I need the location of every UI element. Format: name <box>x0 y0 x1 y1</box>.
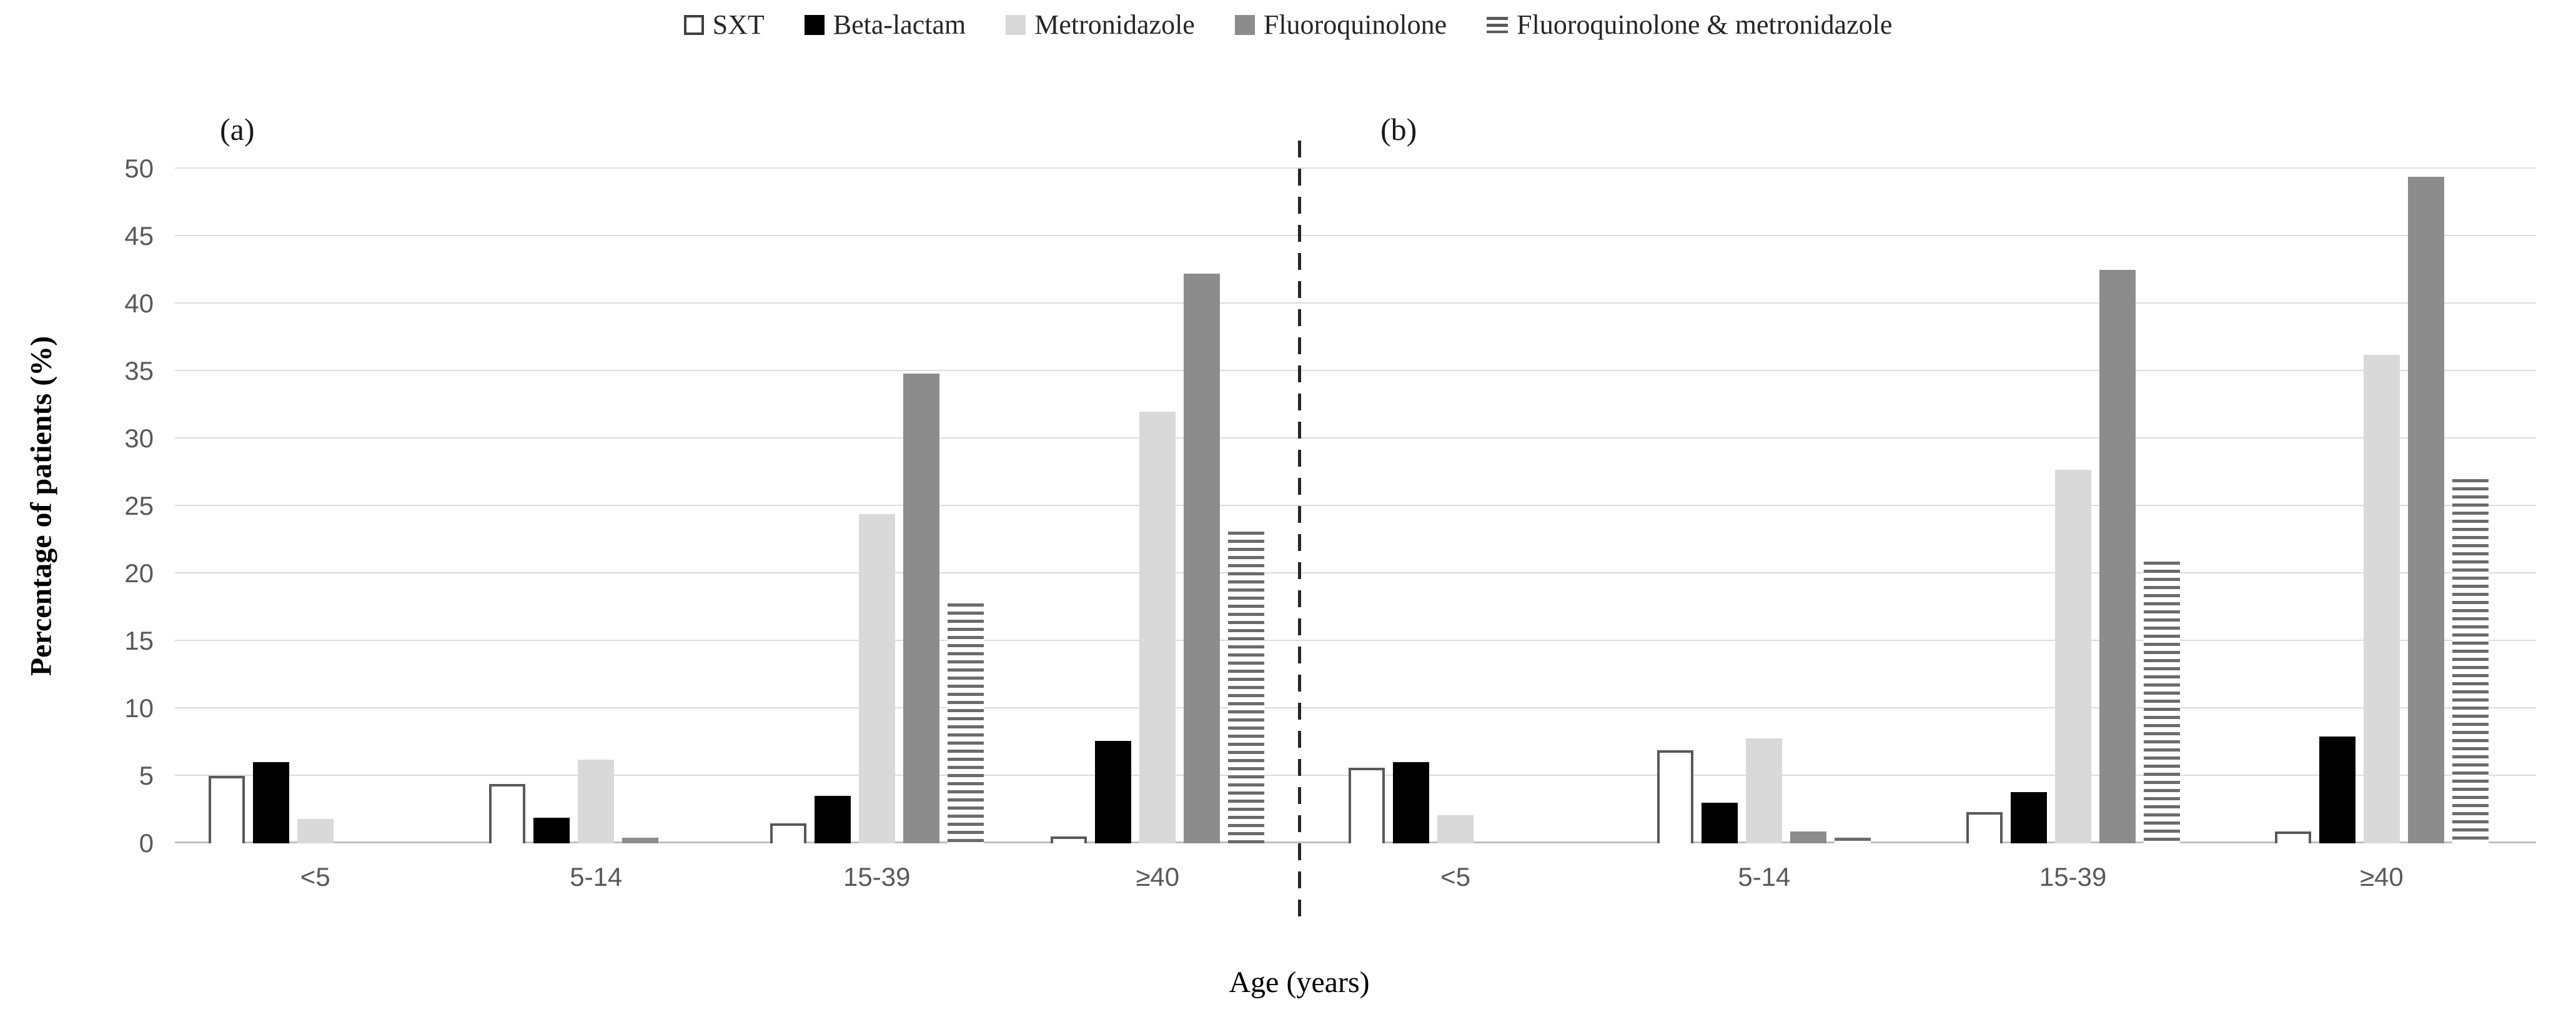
bar-group-≥40: ≥40 <box>1051 169 1265 891</box>
bar-sxt <box>1966 812 2003 843</box>
bar-group-5-14: 5-14 <box>1657 169 1871 891</box>
bar-metro <box>2054 469 2091 843</box>
y-axis-title: Percentage of patients (%) <box>24 335 58 677</box>
metronidazole-swatch-icon <box>1006 14 1026 35</box>
gridline-30 <box>175 437 2536 439</box>
gridline-40 <box>175 302 2536 304</box>
bar-fq <box>903 374 939 843</box>
bar-group-15-39: 15-39 <box>1966 169 2180 891</box>
gridline-25 <box>175 505 2536 506</box>
bar-metro <box>1139 411 1176 843</box>
bar-sxt <box>770 823 806 843</box>
fluoroquinolone-swatch-icon <box>1234 14 1255 35</box>
y-tick-label-20: 20 <box>124 558 154 588</box>
gridline-20 <box>175 572 2536 573</box>
y-tick-label-50: 50 <box>124 154 154 183</box>
legend-item-sxt: SXT <box>683 9 765 41</box>
x-tick-label: <5 <box>1440 862 1471 891</box>
legend-item-metronidazole: Metronidazole <box>1006 9 1195 41</box>
gridline-15 <box>175 640 2536 641</box>
legend-label: Fluoroquinolone <box>1263 9 1447 40</box>
bar-beta <box>814 796 851 843</box>
panel-b-label: (b) <box>1380 112 1417 147</box>
legend-label: Metronidazole <box>1034 9 1195 40</box>
gridline-35 <box>175 370 2536 371</box>
bar-beta <box>1095 740 1132 843</box>
bar-sxt <box>1657 750 1694 843</box>
fluoroquinolone-metronidazole-swatch-icon <box>1487 16 1508 33</box>
x-tick-label: 15-39 <box>2039 862 2107 891</box>
x-tick-label: ≥40 <box>1136 862 1180 891</box>
bar-fq <box>1184 274 1221 843</box>
bar-metro <box>1437 815 1474 843</box>
beta-lactam-swatch-icon <box>804 14 825 35</box>
bar-beta <box>2319 737 2356 843</box>
bar-metro <box>297 819 334 843</box>
bar-fq <box>622 838 659 843</box>
y-tick-label-0: 0 <box>139 828 154 858</box>
bar-sxt <box>1051 836 1087 843</box>
y-tick-label-25: 25 <box>124 491 154 520</box>
bar-group-≥40: ≥40 <box>2274 169 2489 891</box>
sxt-swatch-icon <box>683 14 704 35</box>
y-tick-label-30: 30 <box>124 424 154 453</box>
bar-beta <box>1393 762 1430 843</box>
bar-fqm <box>1835 838 1871 843</box>
bar-fq <box>1790 831 1827 843</box>
bar-fqm <box>2143 561 2180 843</box>
x-tick-label: <5 <box>300 862 330 891</box>
gridline-45 <box>175 235 2536 236</box>
x-tick-label: 5-14 <box>570 862 623 891</box>
bar-fqm <box>1228 532 1265 843</box>
bar-fqm <box>947 603 984 843</box>
bar-metro <box>2363 355 2400 843</box>
bar-beta <box>1702 803 1738 843</box>
panel-a: <5 5-14 15-39 ≥40 <box>175 169 1298 891</box>
bar-group-<5: <5 <box>208 169 422 891</box>
y-tick-label-15: 15 <box>124 626 154 655</box>
panel-divider-dashed-line <box>1298 141 1301 918</box>
bar-group-<5: <5 <box>1349 169 1562 891</box>
plot-area: 0 5 10 15 20 25 30 35 40 45 50 (a) (b) <5 5-14 15-39… <box>124 112 2536 918</box>
panel-b: <5 5-14 15-39 ≥40 <box>1301 169 2536 891</box>
y-tick-label-35: 35 <box>124 356 154 385</box>
legend-label: Fluoroquinolone & metronidazole <box>1517 9 1893 40</box>
bar-metro <box>858 514 895 843</box>
bar-fqm <box>2452 479 2489 843</box>
bar-metro <box>1746 738 1783 843</box>
bar-sxt <box>489 783 526 843</box>
bar-group-5-14: 5-14 <box>489 169 703 891</box>
legend-item-fluoroquinolone-metronidazole: Fluoroquinolone & metronidazole <box>1487 9 1892 41</box>
gridline-50 <box>175 167 2536 169</box>
x-tick-label: 15-39 <box>843 862 911 891</box>
gridline-10 <box>175 707 2536 708</box>
bar-beta <box>252 762 289 843</box>
x-tick-label: 5-14 <box>1738 862 1791 891</box>
legend-label: Beta-lactam <box>833 9 966 40</box>
legend-label: SXT <box>712 9 765 40</box>
y-tick-label-45: 45 <box>124 221 154 251</box>
bar-sxt <box>1349 768 1385 843</box>
bar-sxt <box>208 776 245 843</box>
legend-item-beta-lactam: Beta-lactam <box>804 9 966 41</box>
bar-beta <box>2010 791 2047 843</box>
y-tick-label-5: 5 <box>139 761 154 790</box>
x-tick-label: ≥40 <box>2359 862 2404 891</box>
bar-fq <box>2407 176 2444 843</box>
panel-a-label: (a) <box>220 112 255 147</box>
bar-beta <box>533 817 570 843</box>
y-tick-label-10: 10 <box>124 693 154 723</box>
bar-group-15-39: 15-39 <box>770 169 984 891</box>
chart-legend: SXT Beta-lactam Metronidazole Fluoroquin… <box>0 9 2576 41</box>
bar-metro <box>578 760 615 843</box>
x-axis-title: Age (years) <box>1229 966 1370 999</box>
legend-item-fluoroquinolone: Fluoroquinolone <box>1234 9 1447 41</box>
bar-fq <box>2099 270 2136 843</box>
bar-sxt <box>2274 831 2311 843</box>
y-tick-label-40: 40 <box>124 289 154 318</box>
